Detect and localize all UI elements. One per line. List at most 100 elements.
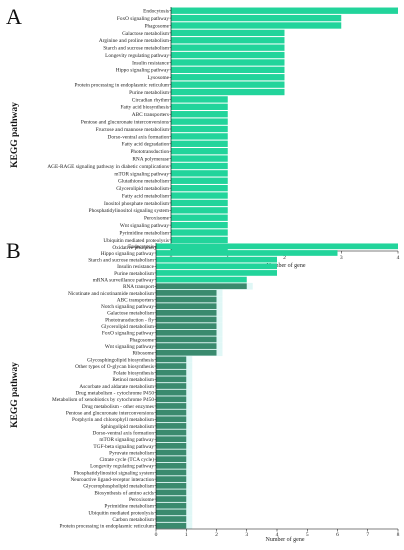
category-label-b-23: Metabolism of xenobiotics by cytochrome … [52,396,154,403]
x-tick-label: 0 [155,532,158,538]
bar-b-9 [156,303,217,310]
category-label-a-4: Arginine and proline metabolism [99,38,170,44]
category-label-a-23: Glutathione metabolism [118,179,170,185]
bar-a-2 [171,22,342,29]
bar-a-24 [171,184,228,192]
bar-b-40 [156,509,187,516]
category-label-b-40: Ubiquitin mediated proteolysis [88,510,154,516]
bar-a-23 [171,177,228,184]
category-label-b-26: Porphyrin and chlorophyll metabolism [72,417,155,423]
bar-b-10 [156,309,217,316]
category-label-a-17: Dorso-ventral axis formation [108,133,170,140]
category-label-b-24: Drug metabolism - other enzymes [82,404,154,410]
bar-b-37 [156,489,187,496]
bar-a-0 [171,7,398,14]
category-label-b-32: Citrate cycle (TCA cycle) [99,456,154,463]
bar-a-8 [171,66,285,74]
bar-b-0 [156,243,398,250]
bar-a-1 [171,14,342,22]
bar-b-11 [156,316,217,323]
category-label-b-3: Insulin resistance [117,264,155,270]
category-label-a-5: Starch and sucrose metabolism [103,46,170,52]
bar-a-29 [171,221,228,229]
category-label-a-2: Phagosome [145,23,170,29]
category-label-a-21: AGE-RAGE signaling pathway in diabetic c… [47,164,169,170]
category-label-b-7: Nicotinate and nicotinamide metabolism [68,291,155,297]
category-label-b-20: Retinol metabolism [112,377,155,383]
category-label-a-28: Peroxisome [144,216,170,222]
category-label-a-11: Purine metabolism [129,90,170,96]
category-label-a-22: mTOR signaling pathway [114,171,169,177]
category-label-b-4: Purine metabolism [114,271,155,277]
bar-a-22 [171,170,228,177]
x-tick-label: 3 [245,532,248,538]
bar-a-9 [171,74,285,81]
category-label-b-17: Glycosphingolipid biosynthesis [87,357,154,363]
category-label-b-12: Glycerolipid metabolism [101,324,155,330]
bar-b-35 [156,476,187,482]
category-label-b-27: Sphingolipid metabolism [101,424,155,430]
bar-a-10 [171,81,285,88]
category-label-b-0: Endocytosis [128,244,154,250]
category-label-a-6: Longevity regulating pathway [105,53,169,59]
bar-b-19 [156,369,187,376]
category-label-a-20: RNA polymerase [132,156,169,162]
panel-b-letter: B [6,238,21,263]
bar-a-18 [171,140,228,147]
bar-b-5 [156,276,247,283]
bar-a-6 [171,51,285,59]
x-tick-label: 2 [215,532,218,538]
category-label-b-14: Phagosome [130,337,155,343]
panel-b-y-axis-label: KEGG pathway [10,362,20,428]
x-tick-label: 4 [397,255,400,261]
panel-a-y-axis-label: KEGG pathway [10,102,20,168]
category-label-a-32: Oxidative phosphorylation [112,245,169,251]
x-tick-label: 2 [283,255,286,261]
category-label-a-16: Fructose and mannose metabolism [96,127,170,133]
category-label-a-14: ABC transporters [132,112,169,118]
category-label-a-8: Hippo signaling pathway [116,68,170,74]
bar-b-23 [156,396,187,403]
bar-b-8 [156,296,217,303]
category-label-a-7: Insulin resistance [132,60,170,66]
category-label-b-9: Notch signaling pathway [101,304,154,310]
category-label-a-15: Pentose and glucuronate interconversions [81,120,169,126]
bar-a-31 [171,236,228,244]
category-label-b-6: RNA transport [123,284,155,290]
bar-b-14 [156,336,217,343]
bar-b-29 [156,436,187,443]
bar-a-26 [171,199,228,207]
x-tick-label: 7 [366,532,369,538]
bar-a-21 [171,162,228,170]
category-label-a-12: Circadian rhythm [132,97,170,103]
x-tick-label: 1 [185,532,188,538]
bar-b-24 [156,403,187,409]
category-label-a-24: Glycerolipid metabolism [116,186,170,192]
category-label-a-31: Ubiquitin mediated proteolysis [103,238,169,244]
category-label-b-10: Galactose metabolism [107,311,155,317]
panel-a-plot: Endocytosis FoxO signaling pathwayPhagoso… [47,7,400,261]
bar-b-30 [156,443,187,449]
bar-b-28 [156,429,187,436]
panel-b-x-axis-label: Number of gene [266,536,305,543]
bar-b-42 [156,522,187,529]
category-label-a-26: Inositol phosphate metabolism [104,201,170,207]
category-label-a-29: Wnt signaling pathway [120,223,169,229]
category-label-b-11: Phototransduction - fly [105,316,154,323]
bar-a-14 [171,111,228,118]
bar-b-33 [156,462,187,469]
category-label-b-16: Ribosome [133,351,155,357]
category-label-a-1: FoxO signaling pathway [117,16,169,22]
bar-a-27 [171,207,228,214]
category-label-b-35: Neuroactive ligand-receptor interaction [70,477,154,483]
category-label-b-2: Starch and sucrose metabolism [88,258,155,264]
category-label-b-25: Pentose and glucuronate interconversions [66,411,154,417]
bar-a-13 [171,103,228,110]
bar-b-16 [156,349,217,356]
category-label-b-37: Biosynthesis of amino acids [94,489,154,496]
category-label-b-5: mRNA surveillance pathway [93,277,155,283]
category-label-b-1: Hippo signaling pathway [101,251,155,257]
